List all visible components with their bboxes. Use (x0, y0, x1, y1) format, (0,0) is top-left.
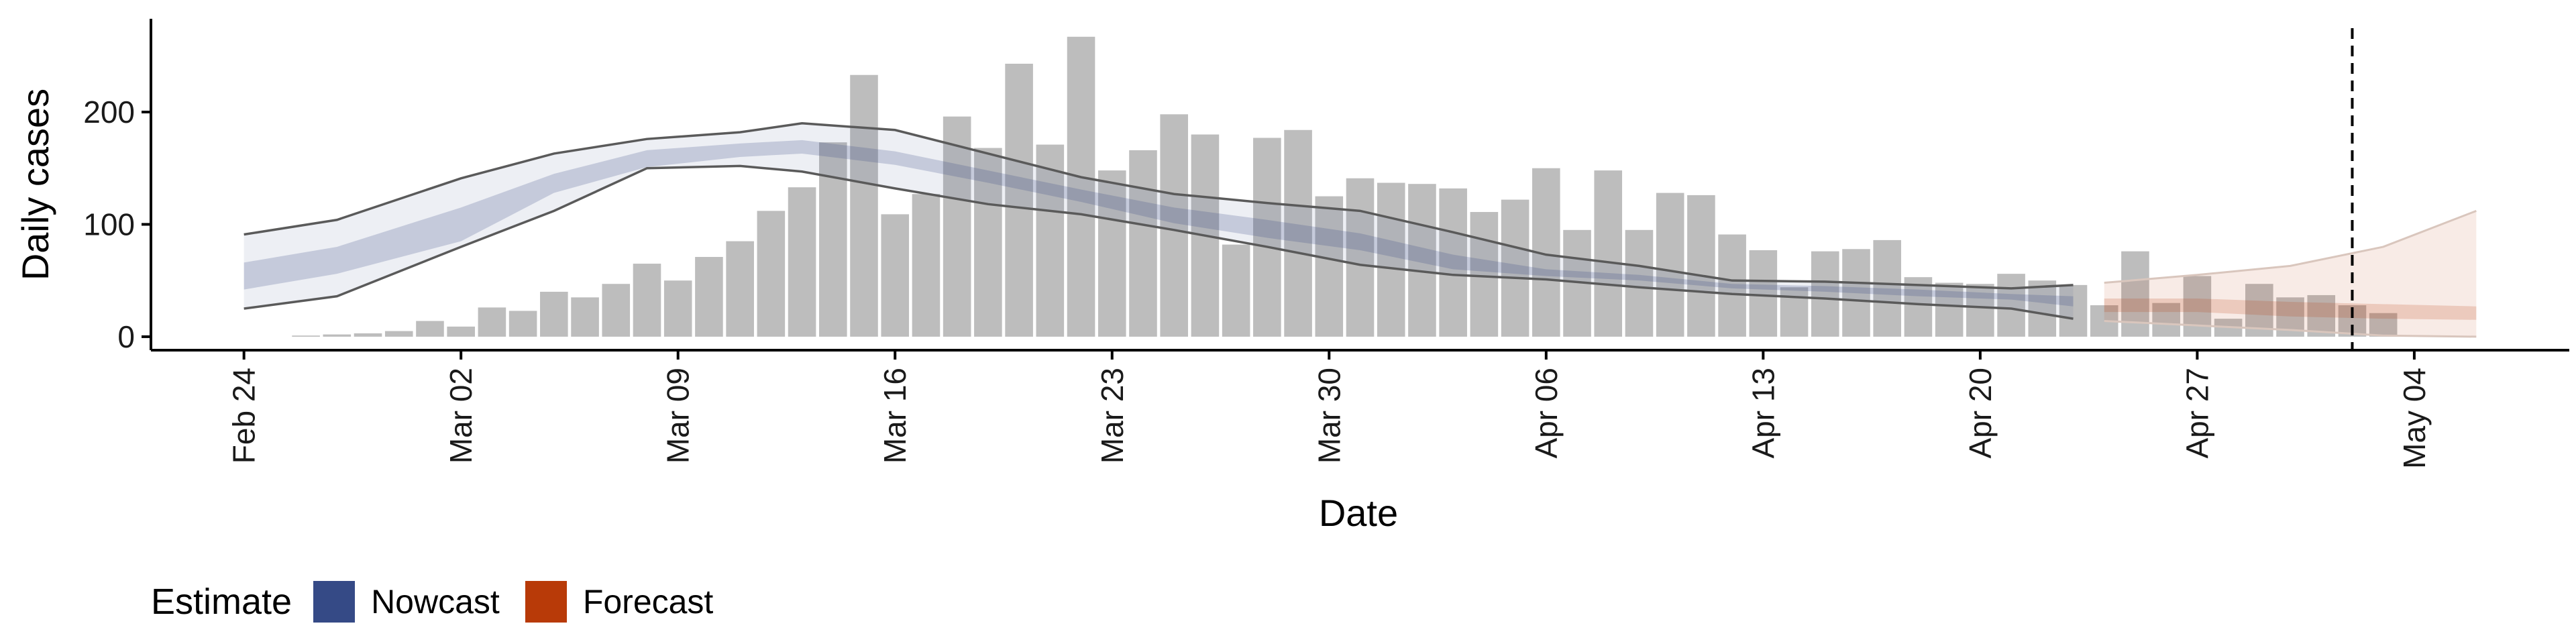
bar (1904, 277, 1933, 337)
bar (1253, 138, 1281, 337)
x-tick-label: May 04 (2397, 368, 2432, 469)
x-tick-label: Mar 09 (661, 368, 696, 464)
x-tick-label: Feb 24 (227, 368, 262, 464)
forecast-90-band (2104, 211, 2477, 337)
legend-label-nowcast: Nowcast (371, 583, 500, 621)
bar (2059, 284, 2088, 337)
bar (943, 116, 971, 337)
bar (571, 297, 599, 337)
x-tick-label: Mar 23 (1095, 368, 1130, 464)
bar (1935, 282, 1964, 337)
x-tick-label: Mar 30 (1311, 368, 1346, 464)
bar (1160, 114, 1188, 337)
bar (1625, 229, 1654, 337)
x-tick-label: Apr 06 (1529, 368, 1564, 459)
bar (881, 214, 910, 337)
bar (2028, 280, 2057, 337)
bar (2307, 294, 2336, 337)
x-axis-title: Date (1319, 492, 1398, 534)
bar (663, 280, 692, 337)
nowcast-upper-line (244, 121, 2074, 290)
legend-key-nowcast (313, 581, 356, 623)
bar (788, 187, 816, 337)
bar (447, 326, 475, 337)
x-tick-label: Apr 20 (1963, 368, 1998, 459)
plot-area (244, 28, 2477, 350)
nowcast-90-band (244, 123, 2074, 319)
x-tick-label: Apr 13 (1746, 368, 1780, 459)
legend-title: Estimate (151, 582, 292, 622)
bar (633, 264, 661, 337)
bar (1377, 182, 1405, 337)
y-tick-label: 200 (83, 95, 135, 129)
bar (912, 194, 941, 337)
y-tick-label: 100 (83, 207, 135, 241)
nowcast-50-band (244, 140, 2074, 307)
bar (478, 307, 506, 337)
nowcast-lower-line (244, 164, 2074, 320)
bar (1439, 188, 1467, 337)
bar (540, 291, 568, 337)
bar (726, 241, 754, 337)
bar (1315, 196, 1344, 337)
x-tick-label: Mar 16 (877, 368, 912, 464)
forecast-upper-line (2104, 209, 2477, 284)
bar (1222, 244, 1250, 337)
bar (1997, 274, 2025, 337)
bar (1036, 144, 1065, 337)
bar (757, 211, 786, 337)
bar (1687, 195, 1715, 337)
x-tick-label: Apr 27 (2180, 368, 2214, 459)
bar (354, 333, 382, 337)
bar (1749, 250, 1778, 337)
bar (1656, 193, 1684, 337)
legend-label-forecast: Forecast (582, 583, 714, 621)
x-tick-label: Mar 02 (443, 368, 478, 464)
y-tick-label: 0 (117, 319, 135, 354)
legend-key-forecast (525, 581, 567, 623)
bar (1470, 212, 1499, 337)
bar (1594, 170, 1623, 337)
bar (1842, 249, 1870, 337)
forecast-50-band (2104, 298, 2477, 320)
bar (1097, 170, 1126, 337)
bar (2152, 303, 2180, 337)
bar (1067, 36, 1095, 337)
bar (1501, 199, 1529, 337)
bar (1873, 239, 1902, 337)
axes: 0 100 200 Feb 24 Mar 02 Mar 09 Mar 16 Mar 23 Mar… (83, 19, 2569, 469)
bar (2369, 313, 2398, 337)
bar (1966, 284, 1994, 337)
bar (1408, 184, 1436, 337)
bar (1718, 234, 1746, 337)
bar (323, 334, 352, 337)
y-axis-title: Daily cases (14, 89, 56, 280)
legend: Estimate Nowcast Forecast (151, 578, 739, 625)
bar (384, 331, 413, 337)
bar (292, 335, 320, 337)
forecast-lower-line (2104, 319, 2477, 338)
bar (1284, 129, 1312, 337)
bar (695, 257, 723, 337)
bar (1129, 150, 1157, 337)
bar (1346, 178, 1375, 337)
bar (508, 311, 537, 337)
bar (974, 148, 1002, 337)
bar (416, 321, 444, 337)
bar (1005, 63, 1033, 337)
bar (602, 284, 631, 337)
bar (1811, 251, 1839, 337)
bar (850, 74, 878, 337)
